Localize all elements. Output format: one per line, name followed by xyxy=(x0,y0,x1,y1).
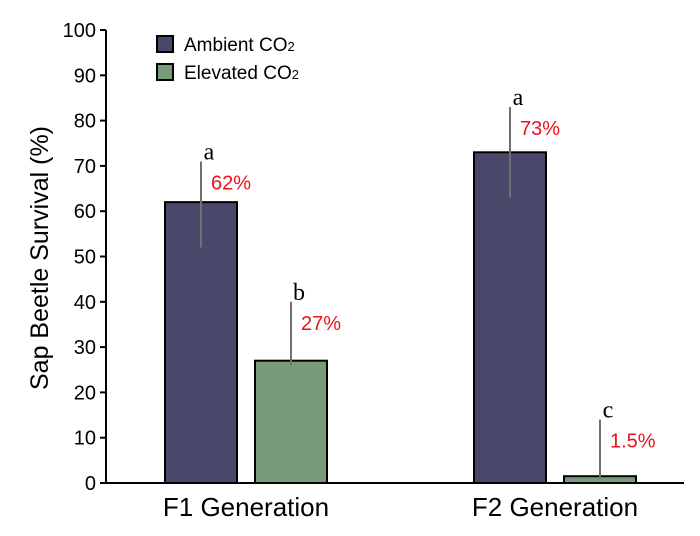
legend-label: Ambient CO2 xyxy=(184,35,295,56)
value-label: 1.5% xyxy=(610,431,656,453)
y-tick-label: 90 xyxy=(74,65,96,87)
bar xyxy=(164,201,238,484)
bar xyxy=(254,359,328,484)
bars: a 62% a 73% b 27% c 1.5% xyxy=(164,85,656,484)
significance-letter: a xyxy=(513,85,524,111)
y-tick-label: 50 xyxy=(74,247,96,269)
y-tick-label: 20 xyxy=(74,382,96,404)
y-tick-label: 0 xyxy=(85,473,96,495)
y-axis-label: Sap Beetle Survival (%) xyxy=(26,126,54,390)
legend-label-subscript: 2 xyxy=(287,39,294,54)
value-label: 27% xyxy=(301,313,341,335)
value-label: 73% xyxy=(520,118,560,140)
legend-label: Elevated CO2 xyxy=(184,63,299,84)
axes: 0 10 20 30 40 50 60 70 80 90 100 F1 Generation F2 Ge… xyxy=(63,20,684,522)
y-tick-label: 40 xyxy=(74,292,96,314)
y-tick-label: 70 xyxy=(74,156,96,178)
x-category-label: F2 Generation xyxy=(472,492,638,522)
y-tick-label: 100 xyxy=(63,20,96,42)
y-tick-label: 30 xyxy=(74,337,96,359)
x-category-label: F1 Generation xyxy=(163,492,329,522)
significance-letter: c xyxy=(603,398,614,424)
y-tick-label: 80 xyxy=(74,111,96,133)
legend-swatch xyxy=(156,63,174,81)
y-tick-label: 60 xyxy=(74,201,96,223)
legend-label-subscript: 2 xyxy=(292,67,299,82)
significance-letter: b xyxy=(293,280,305,306)
bar xyxy=(473,151,547,484)
significance-letter: a xyxy=(204,139,215,165)
legend-swatch xyxy=(156,35,174,53)
y-tick-label: 10 xyxy=(74,428,96,450)
legend: Ambient CO2 Elevated CO2 xyxy=(156,35,299,84)
value-label: 62% xyxy=(211,172,251,194)
